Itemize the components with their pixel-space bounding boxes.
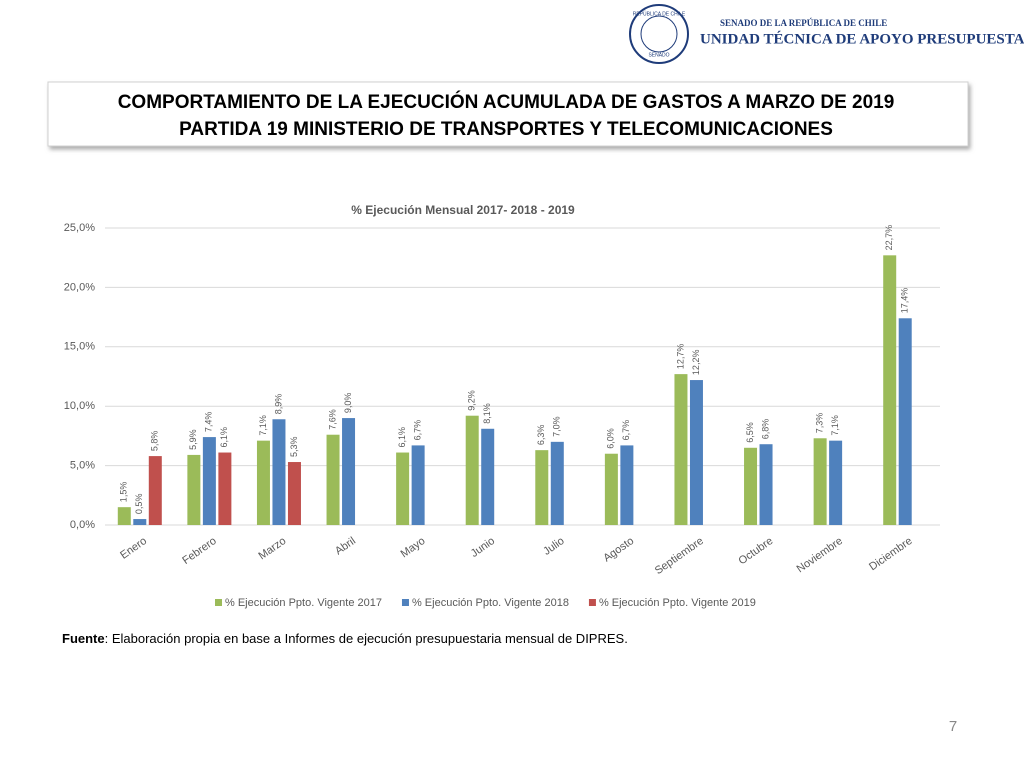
- data-label: 8,9%: [273, 394, 283, 415]
- data-label: 6,5%: [745, 422, 755, 443]
- bar: [202, 437, 216, 525]
- bar: [256, 440, 270, 525]
- legend-label: % Ejecución Ppto. Vigente 2017: [225, 597, 382, 609]
- bar: [133, 519, 147, 525]
- data-label: 5,8%: [150, 431, 160, 452]
- legend-swatch: [215, 599, 222, 606]
- data-label: 9,0%: [343, 393, 353, 414]
- data-label: 6,7%: [621, 420, 631, 441]
- data-label: 0,5%: [134, 494, 144, 515]
- legend-swatch: [588, 599, 596, 606]
- bar: [689, 380, 703, 525]
- data-label: 6,8%: [760, 419, 770, 440]
- bar: [326, 434, 340, 525]
- y-tick-label: 0,0%: [70, 519, 95, 531]
- bar: [148, 456, 162, 525]
- bar: [883, 255, 897, 525]
- legend-label: % Ejecución Ppto. Vigente 2018: [412, 597, 569, 609]
- bar: [465, 415, 479, 525]
- bar: [550, 441, 564, 525]
- slide-title: COMPORTAMIENTO DE LA EJECUCIÓN ACUMULADA…: [118, 91, 895, 113]
- title-box: [47, 81, 969, 147]
- bar: [396, 452, 410, 525]
- y-tick-label: 10,0%: [64, 400, 95, 412]
- seal-inner: [640, 15, 678, 53]
- data-label: 6,7%: [413, 420, 423, 441]
- y-tick-label: 25,0%: [64, 222, 95, 234]
- data-label: 22,7%: [884, 225, 894, 251]
- seal-text: REPÚBLICA DE CHILE: [633, 10, 686, 17]
- data-label: 6,3%: [536, 425, 546, 446]
- y-tick-label: 15,0%: [64, 341, 95, 353]
- bar: [535, 450, 549, 525]
- bar: [342, 418, 356, 525]
- org-top: SENADO DE LA REPÚBLICA DE CHILE: [720, 18, 887, 28]
- bar: [187, 454, 201, 525]
- bar: [272, 419, 286, 525]
- data-label: 6,1%: [219, 427, 229, 448]
- seal-text: SENADO: [648, 52, 669, 58]
- legend-swatch: [401, 599, 409, 606]
- legend-label: % Ejecución Ppto. Vigente 2019: [599, 597, 756, 609]
- data-label: 7,4%: [204, 412, 214, 433]
- page-number: 7: [949, 718, 957, 735]
- source-note: Fuente: Elaboración propia en base a Inf…: [62, 631, 628, 646]
- slide-title: PARTIDA 19 MINISTERIO DE TRANSPORTES Y T…: [179, 119, 833, 140]
- data-label: 12,2%: [691, 350, 701, 376]
- bar: [411, 445, 425, 525]
- data-label: 12,7%: [675, 344, 685, 370]
- data-label: 7,0%: [552, 416, 562, 437]
- org-main: UNIDAD TÉCNICA DE APOYO PRESUPUESTARIO: [700, 30, 1024, 47]
- data-label: 7,1%: [830, 415, 840, 436]
- bar: [759, 444, 773, 525]
- data-label: 6,0%: [606, 428, 616, 449]
- bar: [620, 445, 634, 525]
- data-label: 7,3%: [815, 413, 825, 434]
- data-label: 7,1%: [258, 415, 268, 436]
- data-label: 5,3%: [289, 437, 299, 458]
- bar: [898, 318, 912, 525]
- data-label: 6,1%: [397, 427, 407, 448]
- y-tick-label: 5,0%: [70, 460, 95, 472]
- y-tick-label: 20,0%: [64, 281, 95, 293]
- header-logo: REPÚBLICA DE CHILE SENADO SENADO DE LA R…: [629, 4, 1024, 64]
- data-label: 1,5%: [119, 482, 129, 503]
- bar: [218, 452, 232, 525]
- bar: [287, 462, 301, 525]
- bar: [481, 428, 495, 525]
- data-label: 7,6%: [327, 409, 337, 430]
- source-text: : Elaboración propia en base a Informes …: [105, 631, 628, 646]
- chart-title: % Ejecución Mensual 2017- 2018 - 2019: [351, 203, 575, 217]
- bar: [744, 447, 758, 525]
- data-label: 5,9%: [188, 429, 198, 450]
- bar: [674, 374, 688, 525]
- source-label: Fuente: [62, 631, 105, 646]
- data-label: 17,4%: [900, 288, 910, 314]
- bar: [813, 438, 827, 525]
- bar: [604, 453, 618, 525]
- bar: [829, 440, 843, 525]
- bar: [117, 507, 131, 525]
- data-label: 9,2%: [467, 390, 477, 411]
- data-label: 8,1%: [482, 403, 492, 424]
